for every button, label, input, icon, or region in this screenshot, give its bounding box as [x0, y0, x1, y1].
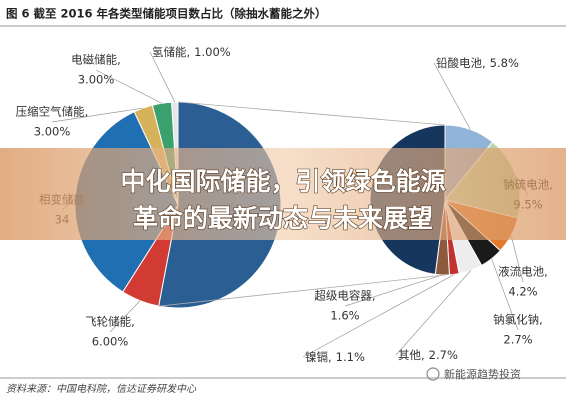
category-label: 镍镉, [305, 350, 332, 364]
category-label: 飞轮储能, [85, 315, 135, 329]
value-label: 1.6% [330, 309, 359, 323]
banner-line: 革命的最新动态与未来展望 [133, 204, 433, 233]
value-label: 5.8% [490, 56, 519, 70]
connector [177, 101, 446, 126]
leader-line [109, 300, 141, 333]
value-label: 2.7% [503, 333, 532, 347]
watermark-icon [426, 367, 440, 381]
leader-line [95, 69, 163, 104]
value-label: 6.00% [92, 335, 129, 349]
category-label: 铅酸电池, [436, 56, 486, 70]
leader-line [395, 270, 471, 356]
slice-label: 氢储能, 1.00% [152, 45, 231, 59]
category-label: 压缩空气储能, [16, 105, 89, 119]
value-label: 1.1% [336, 350, 365, 364]
value-label: 4.2% [508, 285, 537, 299]
slice-label: 其他, 2.7% [398, 348, 458, 362]
leader-line [51, 107, 144, 123]
value-label: 3.00% [34, 125, 71, 139]
category-label: 超级电容器, [314, 289, 375, 303]
category-label: 液流电池, [498, 265, 548, 279]
category-label: 钠氯化钠, [493, 313, 543, 327]
value-label: 3.00% [78, 73, 115, 87]
value-label: 2.7% [429, 348, 458, 362]
leader-line [302, 274, 455, 358]
category-label: 其他, [398, 348, 425, 362]
value-label: 1.00% [194, 45, 231, 59]
leader-line [510, 235, 524, 283]
leader-line [344, 274, 443, 307]
banner [0, 148, 566, 240]
leader-line [491, 258, 519, 331]
category-label: 电磁储能, [71, 53, 121, 67]
watermark: 新能源趋势投资 [444, 367, 521, 381]
connector [158, 274, 446, 307]
category-label: 氢储能, [152, 45, 190, 59]
source: 资料来源：中国电科院，信达证券研发中心 [6, 383, 197, 395]
slice-label: 铅酸电池, 5.8% [436, 56, 519, 70]
leader-line [433, 62, 471, 130]
slice-label: 镍镉, 1.1% [305, 350, 365, 364]
chart-title: 图 6 截至 2016 年各类型储能项目数占比（除抽水蓄能之外） [6, 7, 327, 21]
banner-line: 中化国际储能，引领绿色能源 [120, 167, 445, 196]
leader-line [149, 51, 176, 103]
